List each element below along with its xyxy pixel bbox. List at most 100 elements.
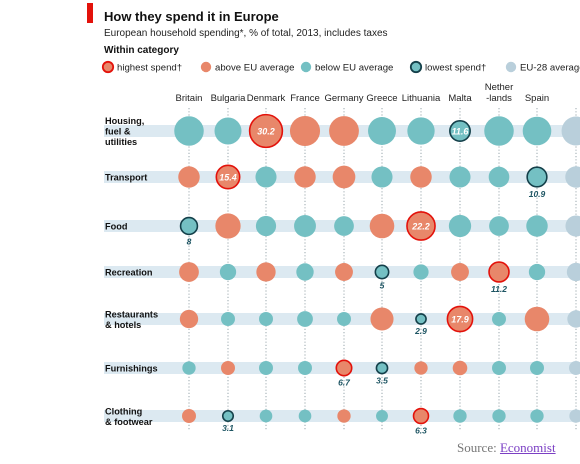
bubble — [530, 361, 544, 375]
column-header: France — [290, 93, 320, 104]
bubble — [406, 211, 436, 241]
column-header: Bulgaria — [211, 93, 247, 104]
data-label: 15.4 — [219, 173, 237, 183]
row-label: Furnishings — [105, 364, 158, 374]
data-label: 2.9 — [414, 326, 427, 336]
bubble — [294, 166, 316, 188]
bubble — [298, 361, 312, 375]
data-label: 11.6 — [452, 127, 470, 137]
bubble — [376, 410, 388, 422]
legend-label-lowest: lowest spend† — [425, 63, 486, 74]
bubble — [256, 262, 276, 282]
row-label: & hotels — [105, 320, 141, 330]
legend-item-above: above EU average — [200, 61, 294, 74]
bubble — [179, 216, 199, 236]
column-header: Lithuania — [402, 93, 441, 104]
chart-title: How they spend it in Europe — [104, 9, 279, 24]
data-label: 3.1 — [222, 423, 234, 433]
legend-swatch-eu — [505, 61, 517, 73]
legend-swatch-highest — [101, 60, 115, 74]
data-label: 3.5 — [376, 376, 388, 386]
source-label: Source: — [457, 440, 497, 455]
bubble — [369, 213, 395, 239]
bubble — [332, 165, 356, 189]
bubble — [449, 166, 471, 188]
legend-label-above: above EU average — [215, 63, 294, 74]
bubble — [569, 409, 580, 423]
row-label: & footwear — [105, 417, 153, 427]
bubble — [335, 263, 353, 281]
bubble — [492, 409, 506, 423]
bubble — [375, 361, 389, 375]
legend-label-below: below EU average — [315, 63, 393, 74]
bubble — [178, 166, 200, 188]
data-label: 8 — [187, 236, 192, 246]
row-label: Recreation — [105, 268, 153, 278]
bubble — [214, 117, 242, 145]
bubble — [488, 261, 510, 283]
bubble — [567, 310, 580, 328]
bubble — [561, 116, 580, 146]
source-credit: Source: Economist — [457, 440, 556, 456]
bubble — [289, 115, 321, 147]
bubble — [569, 361, 580, 375]
bubble — [334, 216, 354, 236]
row-label: Clothing — [105, 406, 142, 416]
bubble — [446, 305, 474, 333]
bubble — [565, 215, 580, 237]
bubble — [255, 166, 277, 188]
bubble — [407, 117, 435, 145]
bubble — [484, 116, 514, 146]
data-label: 17.9 — [451, 315, 469, 325]
bubble — [368, 117, 396, 145]
bubble — [221, 409, 235, 423]
column-header: Denmark — [247, 93, 286, 104]
bubble — [492, 361, 506, 375]
legend-item-eu: EU-28 average — [505, 61, 580, 74]
bubble — [489, 216, 509, 236]
row-label: Food — [105, 222, 127, 232]
legend-swatch-lowest — [409, 60, 423, 74]
bubble — [296, 263, 314, 281]
bubble — [415, 313, 427, 325]
column-header: Greece — [366, 93, 397, 104]
bubble — [337, 312, 351, 326]
data-label: 11.2 — [491, 284, 507, 294]
column-header: Germany — [324, 93, 363, 104]
bubble — [448, 214, 472, 238]
bubble — [179, 309, 199, 329]
bubble — [297, 311, 313, 327]
legend-label-highest: highest spend† — [117, 63, 182, 74]
legend-heading: Within category — [104, 45, 179, 56]
bubble — [526, 166, 548, 188]
row-label: Restaurants — [105, 309, 158, 319]
bubble — [294, 215, 316, 237]
column-header: Nether — [485, 82, 514, 93]
bubble — [215, 164, 241, 190]
bubble — [374, 264, 390, 280]
bubble — [259, 409, 273, 423]
bubble — [182, 361, 196, 375]
bubble — [221, 361, 235, 375]
bubble — [248, 113, 284, 149]
bubble — [329, 116, 359, 146]
bubble — [370, 307, 394, 331]
bubble — [335, 359, 353, 377]
legend-swatch-above — [200, 61, 212, 73]
bubble — [413, 264, 429, 280]
bubble — [492, 312, 506, 326]
bubble — [566, 262, 580, 282]
bubble — [530, 409, 544, 423]
bubble — [259, 312, 273, 326]
bubble — [522, 116, 552, 146]
data-label: 10.9 — [529, 189, 546, 199]
legend-item-highest: highest spend† — [101, 60, 182, 74]
bubble — [410, 166, 432, 188]
column-header: Malta — [448, 93, 472, 104]
bubble — [174, 116, 204, 146]
bubble — [452, 360, 468, 376]
bubble — [255, 215, 277, 237]
bubble — [179, 262, 199, 282]
source-link[interactable]: Economist — [499, 440, 556, 455]
